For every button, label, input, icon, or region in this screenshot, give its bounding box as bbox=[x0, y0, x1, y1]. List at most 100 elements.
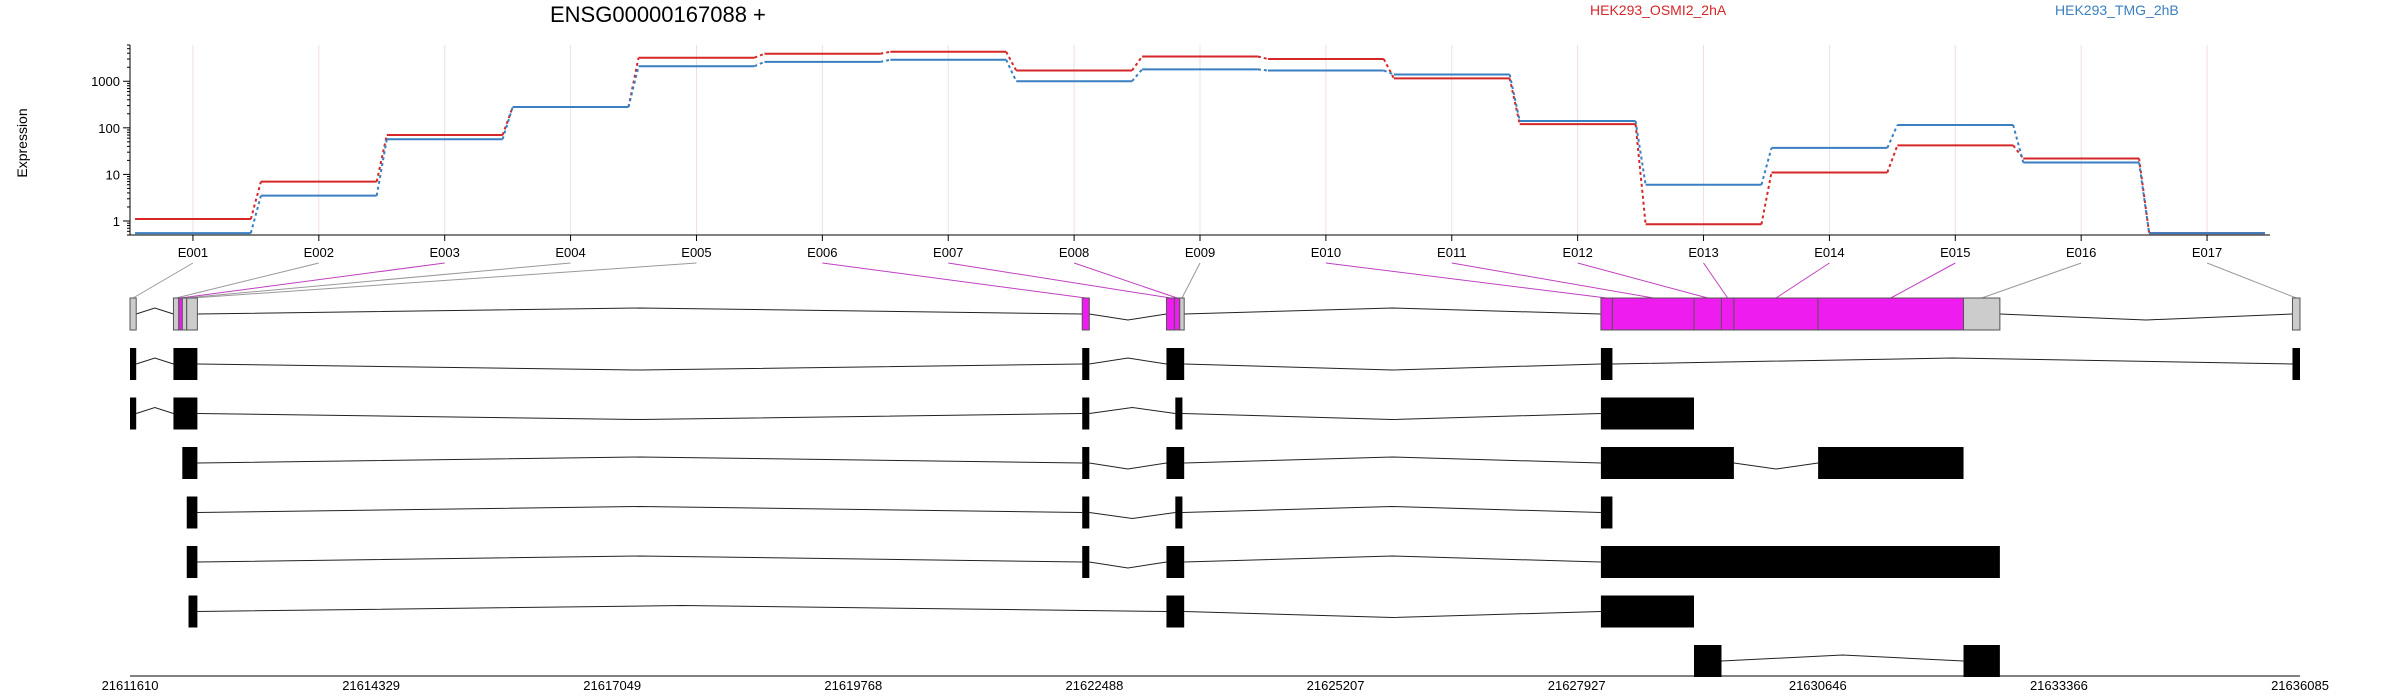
transcript-exon bbox=[1600, 397, 1694, 430]
transcript-exon bbox=[1818, 447, 1964, 479]
exon-label-e012: E012 bbox=[1562, 245, 1592, 260]
series-connector bbox=[375, 134, 388, 182]
series-connector bbox=[754, 52, 765, 59]
exon-connector bbox=[192, 262, 697, 299]
intron-line bbox=[136, 357, 174, 365]
series-connector bbox=[2012, 124, 2025, 163]
transcript-6 bbox=[188, 595, 1694, 628]
exon-connector bbox=[822, 262, 1086, 299]
intron-line bbox=[1089, 406, 1176, 414]
intron-line bbox=[1182, 505, 1601, 513]
exon-bin-e005 bbox=[186, 297, 198, 331]
genomic-coord-label: 21619768 bbox=[824, 678, 882, 693]
intron-line bbox=[197, 604, 1167, 612]
intron-line bbox=[1089, 561, 1167, 569]
series-connector bbox=[1886, 124, 1899, 149]
y-tick-label: 1 bbox=[113, 214, 120, 229]
series-connector bbox=[1886, 145, 1899, 173]
chart-title: ENSG00000167088 + bbox=[550, 2, 766, 27]
transcript-5 bbox=[186, 546, 2000, 578]
exon-bin-e016 bbox=[1963, 297, 2001, 331]
intron-line bbox=[136, 406, 174, 414]
transcript-exon bbox=[2292, 348, 2300, 380]
intron-line bbox=[1612, 357, 2293, 365]
genomic-coord-label: 21630646 bbox=[1789, 678, 1847, 693]
series-connector bbox=[1005, 59, 1018, 82]
transcript-exon bbox=[182, 447, 198, 479]
transcript-exon bbox=[130, 348, 137, 380]
exon-bin-e004 bbox=[181, 297, 188, 331]
exon-connector bbox=[184, 262, 571, 299]
exon-connector bbox=[1451, 262, 1654, 299]
transcript-exon bbox=[1600, 447, 1734, 479]
transcript-exon bbox=[1082, 348, 1090, 380]
intron-line bbox=[1733, 462, 1819, 470]
series-connector bbox=[627, 65, 640, 108]
exon-label-e017: E017 bbox=[2192, 245, 2222, 260]
exon-label-e001: E001 bbox=[178, 245, 208, 260]
genomic-coord-label: 21614329 bbox=[342, 678, 400, 693]
expression-panel: 1 10 100 1000 E001 E002 E003 E004 E005 E006 E007 E0… bbox=[91, 44, 2270, 260]
series-connector bbox=[1257, 68, 1269, 72]
intron-line bbox=[197, 413, 1083, 421]
intron-line bbox=[197, 307, 1083, 315]
exon-label-e008: E008 bbox=[1059, 245, 1089, 260]
series-connector bbox=[1382, 58, 1395, 79]
transcript-exon bbox=[188, 595, 198, 628]
exon-connector bbox=[2206, 262, 2297, 299]
series-connector bbox=[1257, 55, 1269, 60]
intron-line bbox=[1182, 413, 1601, 421]
series-connector bbox=[1634, 124, 1647, 225]
exon-bin-e010 bbox=[1600, 297, 1613, 331]
exon-connector bbox=[948, 262, 1171, 299]
exon-connector bbox=[1577, 262, 1708, 299]
exon-bin-e001 bbox=[129, 297, 137, 331]
exon-bin-e006 bbox=[1081, 297, 1090, 331]
exon-bin-e007 bbox=[1165, 297, 1175, 331]
series-connector bbox=[880, 50, 891, 55]
intron-line bbox=[1089, 462, 1167, 470]
intron-line bbox=[1184, 611, 1601, 619]
exon-label-e013: E013 bbox=[1688, 245, 1718, 260]
transcript-exon bbox=[1600, 496, 1613, 529]
genomic-coord-label: 21622488 bbox=[1066, 678, 1124, 693]
transcript-exon bbox=[1082, 447, 1090, 479]
transcript-7 bbox=[1693, 645, 2000, 677]
transcript-exon bbox=[1600, 348, 1613, 380]
exon-label-e003: E003 bbox=[430, 245, 460, 260]
transcript-exon bbox=[1166, 447, 1185, 479]
transcript-exon bbox=[173, 397, 198, 430]
transcript-exon bbox=[186, 546, 198, 578]
transcript-exon bbox=[1166, 348, 1185, 380]
transcript-exon bbox=[1082, 546, 1090, 578]
intron-line bbox=[197, 456, 1083, 464]
genomic-coord-label: 21611610 bbox=[102, 678, 159, 693]
exon-label-e011: E011 bbox=[1437, 245, 1466, 260]
intron-line bbox=[1184, 363, 1601, 371]
series-2 bbox=[135, 58, 2265, 235]
intron-line bbox=[1089, 512, 1176, 520]
exon-connector bbox=[1981, 262, 2082, 299]
intron-line bbox=[1089, 357, 1167, 365]
exon-bin-e014 bbox=[1733, 297, 1819, 331]
intron-line bbox=[1999, 313, 2293, 321]
series-connector bbox=[375, 139, 388, 196]
y-tick-label: 1000 bbox=[91, 74, 120, 89]
exon-label-e007: E007 bbox=[933, 245, 963, 260]
exon-connector bbox=[180, 262, 445, 299]
genomic-coord-label: 21633366 bbox=[2030, 678, 2088, 693]
series-connector bbox=[249, 195, 262, 234]
exon-label-e005: E005 bbox=[681, 245, 711, 260]
transcript-1 bbox=[130, 348, 2300, 380]
transcript-exon bbox=[1175, 397, 1183, 430]
exon-label-e014: E014 bbox=[1814, 245, 1844, 260]
exon-connector bbox=[1890, 262, 1956, 299]
y-tick-label: 100 bbox=[98, 121, 120, 136]
exon-label-e004: E004 bbox=[555, 245, 585, 260]
series-connector bbox=[1508, 78, 1521, 125]
legend-series-1: HEK293_OSMI2_2hA bbox=[1590, 2, 1727, 18]
intron-line bbox=[1184, 456, 1601, 464]
genomic-coord-label: 21636085 bbox=[2271, 678, 2329, 693]
exon-label-e002: E002 bbox=[304, 245, 334, 260]
